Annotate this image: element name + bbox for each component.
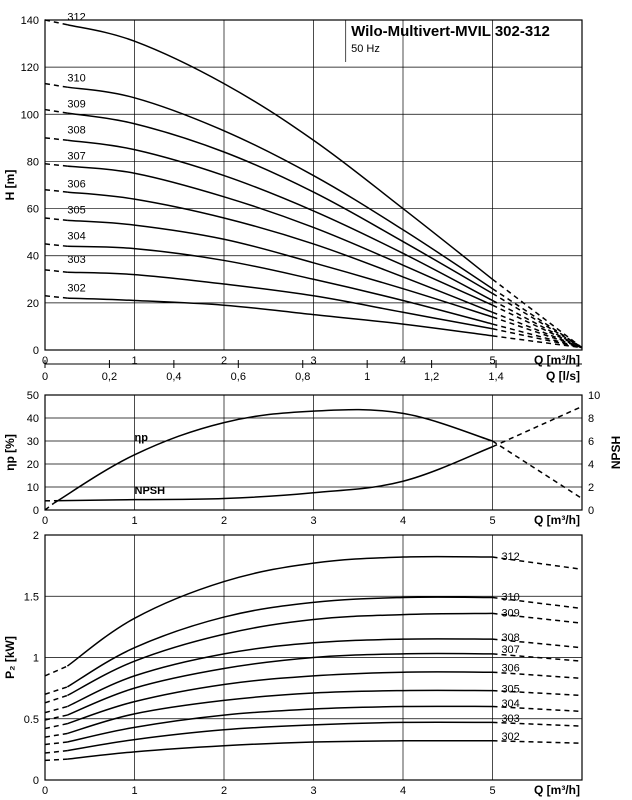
svg-text:3: 3 [310, 785, 316, 797]
svg-text:305: 305 [501, 683, 519, 695]
svg-text:60: 60 [27, 204, 39, 216]
head-curve-305 [67, 220, 492, 317]
head-curve-312 [67, 25, 492, 280]
svg-text:305: 305 [67, 205, 85, 217]
svg-text:0: 0 [33, 505, 39, 517]
svg-text:NPSH: NPSH [609, 436, 623, 469]
power-curve-309 [67, 613, 492, 695]
svg-text:308: 308 [67, 125, 85, 137]
pump-datasheet: Wilo-Multivert-MVIL 302-31250 Hz01234502… [0, 0, 632, 800]
svg-text:0,8: 0,8 [295, 371, 310, 383]
svg-text:Q [l/s]: Q [l/s] [546, 369, 580, 383]
efficiency-curve [54, 410, 493, 503]
svg-text:100: 100 [21, 109, 39, 121]
svg-text:312: 312 [501, 551, 519, 563]
svg-text:Q [m³/h]: Q [m³/h] [534, 783, 580, 797]
svg-text:1.5: 1.5 [24, 591, 39, 603]
power-curve-303 [67, 722, 492, 750]
svg-text:302: 302 [501, 731, 519, 743]
svg-text:10: 10 [588, 390, 600, 402]
svg-text:20: 20 [27, 298, 39, 310]
svg-text:50: 50 [27, 390, 39, 402]
svg-text:120: 120 [21, 62, 39, 74]
svg-text:P₂ [kW]: P₂ [kW] [3, 636, 17, 679]
svg-text:6: 6 [588, 436, 594, 448]
svg-text:ηp: ηp [135, 432, 149, 444]
power-curve-310 [67, 597, 492, 687]
svg-text:0: 0 [588, 505, 594, 517]
svg-text:0,6: 0,6 [231, 371, 246, 383]
svg-text:ηp [%]: ηp [%] [3, 434, 17, 471]
head-curve-307 [67, 166, 492, 305]
svg-text:0: 0 [42, 371, 48, 383]
svg-text:0,2: 0,2 [102, 371, 117, 383]
svg-text:40: 40 [27, 413, 39, 425]
svg-text:304: 304 [67, 231, 85, 243]
svg-text:2: 2 [33, 530, 39, 542]
svg-text:5: 5 [489, 785, 495, 797]
svg-text:8: 8 [588, 413, 594, 425]
svg-text:4: 4 [400, 515, 406, 527]
svg-text:1: 1 [131, 515, 137, 527]
svg-text:312: 312 [67, 11, 85, 23]
svg-text:4: 4 [400, 355, 406, 367]
svg-text:30: 30 [27, 436, 39, 448]
svg-text:80: 80 [27, 156, 39, 168]
svg-text:2: 2 [588, 482, 594, 494]
svg-text:309: 309 [67, 99, 85, 111]
svg-text:302: 302 [67, 282, 85, 294]
power-curve-306 [67, 672, 492, 724]
svg-text:310: 310 [501, 591, 519, 603]
svg-text:0: 0 [42, 515, 48, 527]
svg-text:1,2: 1,2 [424, 371, 439, 383]
svg-text:307: 307 [67, 150, 85, 162]
svg-text:4: 4 [588, 459, 594, 471]
svg-text:5: 5 [489, 355, 495, 367]
svg-text:303: 303 [67, 254, 85, 266]
svg-text:1: 1 [131, 355, 137, 367]
head-curve-304 [67, 246, 492, 324]
svg-text:1: 1 [131, 785, 137, 797]
svg-text:310: 310 [67, 73, 85, 85]
svg-text:1: 1 [33, 653, 39, 665]
svg-text:307: 307 [501, 644, 519, 656]
svg-text:0,4: 0,4 [166, 371, 181, 383]
svg-text:40: 40 [27, 251, 39, 263]
svg-text:0: 0 [33, 775, 39, 787]
svg-text:1,4: 1,4 [488, 371, 503, 383]
svg-text:Q [m³/h]: Q [m³/h] [534, 513, 580, 527]
svg-text:Q [m³/h]: Q [m³/h] [534, 353, 580, 367]
svg-text:306: 306 [501, 663, 519, 675]
power-curve-304 [67, 706, 492, 742]
svg-text:4: 4 [400, 785, 406, 797]
svg-text:10: 10 [27, 482, 39, 494]
npsh-curve [54, 447, 493, 501]
svg-text:0: 0 [42, 785, 48, 797]
svg-text:NPSH: NPSH [135, 485, 166, 497]
svg-text:308: 308 [501, 632, 519, 644]
head-curve-306 [67, 192, 492, 312]
svg-text:3: 3 [310, 355, 316, 367]
svg-text:0: 0 [33, 345, 39, 357]
svg-text:20: 20 [27, 459, 39, 471]
svg-text:H [m]: H [m] [3, 170, 17, 201]
svg-text:5: 5 [489, 515, 495, 527]
power-curve-302 [67, 741, 492, 759]
svg-text:140: 140 [21, 15, 39, 27]
svg-text:2: 2 [221, 785, 227, 797]
chart-svg: Wilo-Multivert-MVIL 302-31250 Hz01234502… [0, 0, 632, 800]
svg-text:309: 309 [501, 607, 519, 619]
svg-text:0.5: 0.5 [24, 714, 39, 726]
chart-title: Wilo-Multivert-MVIL 302-312 [351, 23, 550, 40]
chart-subtitle: 50 Hz [351, 43, 380, 55]
svg-text:306: 306 [67, 179, 85, 191]
svg-text:303: 303 [501, 713, 519, 725]
svg-text:304: 304 [501, 698, 519, 710]
svg-text:2: 2 [221, 515, 227, 527]
svg-text:2: 2 [221, 355, 227, 367]
svg-text:1: 1 [364, 371, 370, 383]
svg-text:3: 3 [310, 515, 316, 527]
